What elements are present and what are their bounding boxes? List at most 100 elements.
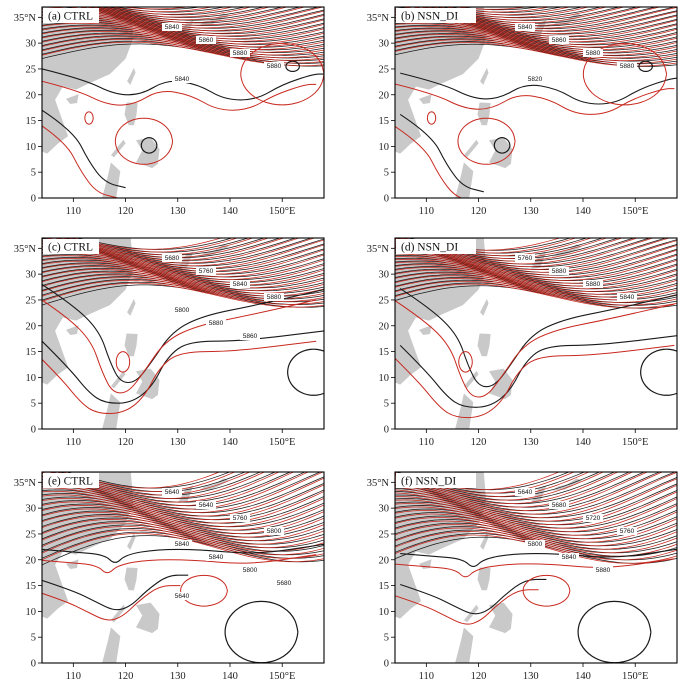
contour-line <box>395 38 677 62</box>
contour-label: 5880 <box>593 566 613 574</box>
svg-text:5880: 5880 <box>209 320 224 327</box>
x-tick-label: 140 <box>222 671 238 682</box>
land-shape <box>489 602 513 634</box>
x-tick-label: 150°E <box>269 206 295 217</box>
contour-line <box>42 109 126 189</box>
y-tick-label: 10 <box>379 373 390 384</box>
svg-text:5760: 5760 <box>620 528 635 535</box>
contour-line <box>102 7 234 15</box>
contour-line <box>42 484 324 521</box>
contour-line <box>395 24 677 48</box>
contour-label: 5680 <box>549 501 569 509</box>
contour-line <box>42 30 324 56</box>
contour-label: 5880 <box>264 293 284 301</box>
panel-label: (b) NSN_DI <box>396 8 476 23</box>
contour-line <box>42 500 324 528</box>
land-shape <box>136 368 160 400</box>
svg-text:5880: 5880 <box>586 281 601 288</box>
closed-contour <box>285 60 301 73</box>
contour-line <box>42 554 317 574</box>
contour-label: 5640 <box>162 488 182 496</box>
contour-line <box>400 72 677 105</box>
y-tick-label: 35°N <box>367 13 390 24</box>
panel-label: (a) CTRL <box>43 8 99 23</box>
contour-line <box>90 7 271 21</box>
contour-line <box>399 113 484 193</box>
land-shape <box>102 162 121 198</box>
x-tick-label: 140 <box>575 437 591 448</box>
contour-line <box>395 83 675 115</box>
contour-line <box>395 484 677 526</box>
contour-label: 5680 <box>274 579 294 587</box>
x-tick-label: 120 <box>118 437 134 448</box>
svg-text:5880: 5880 <box>233 50 248 57</box>
contour-line <box>395 472 649 512</box>
svg-text:(f) NSN_DI: (f) NSN_DI <box>401 476 456 488</box>
x-tick-label: 110 <box>66 437 81 448</box>
map-frame <box>394 471 678 664</box>
contour-line <box>42 512 324 542</box>
contour-line <box>395 344 675 419</box>
contour-line <box>42 284 324 384</box>
contour-label: 5760 <box>617 527 637 535</box>
panel-label: (f) NSN_DI <box>396 473 476 488</box>
contour-line <box>395 280 677 306</box>
contour-line <box>42 503 324 531</box>
contour-line <box>399 335 677 408</box>
contour-label: 5860 <box>196 36 216 44</box>
y-tick-label: 30 <box>379 270 390 281</box>
y-tick-label: 0 <box>384 659 389 670</box>
closed-contour <box>240 42 324 106</box>
y-tick-label: 15 <box>379 581 390 592</box>
contour-label: 5760 <box>515 254 535 262</box>
contour-line <box>42 255 324 280</box>
closed-contour <box>224 600 299 663</box>
map-area: 5840 5860 5880 5880 5820 <box>395 7 677 198</box>
contour-line <box>42 477 324 517</box>
contour-line <box>42 27 324 51</box>
map-frame <box>394 6 678 199</box>
contour-label: 5880 <box>549 267 569 275</box>
y-tick-label: 15 <box>379 347 390 358</box>
y-tick-label: 10 <box>26 142 37 153</box>
contour-line <box>395 472 590 498</box>
contour-label: 5840 <box>515 23 535 31</box>
land-shape <box>124 567 138 591</box>
contour-line <box>42 280 324 305</box>
contour-line <box>395 491 677 529</box>
land-shape <box>66 94 79 104</box>
y-tick-label: 5 <box>384 399 389 410</box>
y-tick-label: 10 <box>379 142 390 153</box>
contour-label: 5720 <box>583 514 603 522</box>
x-tick-label: 140 <box>222 206 238 217</box>
svg-text:5680: 5680 <box>165 255 180 262</box>
svg-text:5800: 5800 <box>175 307 190 314</box>
x-tick-label: 110 <box>419 437 434 448</box>
contour-label: 5840 <box>172 540 192 548</box>
contour-line <box>124 7 203 10</box>
y-tick-label: 20 <box>26 321 37 332</box>
land-shape <box>127 532 136 550</box>
contour-line <box>395 300 675 398</box>
contour-line <box>42 33 324 58</box>
y-tick-label: 30 <box>26 39 37 50</box>
x-tick-label: 130 <box>523 437 539 448</box>
y-tick-label: 25 <box>26 295 37 306</box>
contour-line <box>395 472 634 508</box>
contour-line <box>42 472 324 513</box>
svg-text:5840: 5840 <box>209 554 224 561</box>
contour-line <box>42 299 317 394</box>
contour-line <box>42 519 324 549</box>
contour-line <box>42 80 317 111</box>
contour-line <box>395 267 677 292</box>
svg-text:(e) CTRL: (e) CTRL <box>48 476 93 488</box>
y-tick-label: 25 <box>26 64 37 75</box>
closed-contour <box>522 574 571 607</box>
contour-line <box>395 266 677 290</box>
panel-c: 5680 5760 5840 5880 5800 5880 5860 (c) CTRL 0 5 10… <box>14 237 325 448</box>
contour-label: 5860 <box>240 332 260 340</box>
contour-line <box>395 504 677 536</box>
y-tick-label: 5 <box>31 168 36 179</box>
svg-text:5640: 5640 <box>518 489 533 496</box>
